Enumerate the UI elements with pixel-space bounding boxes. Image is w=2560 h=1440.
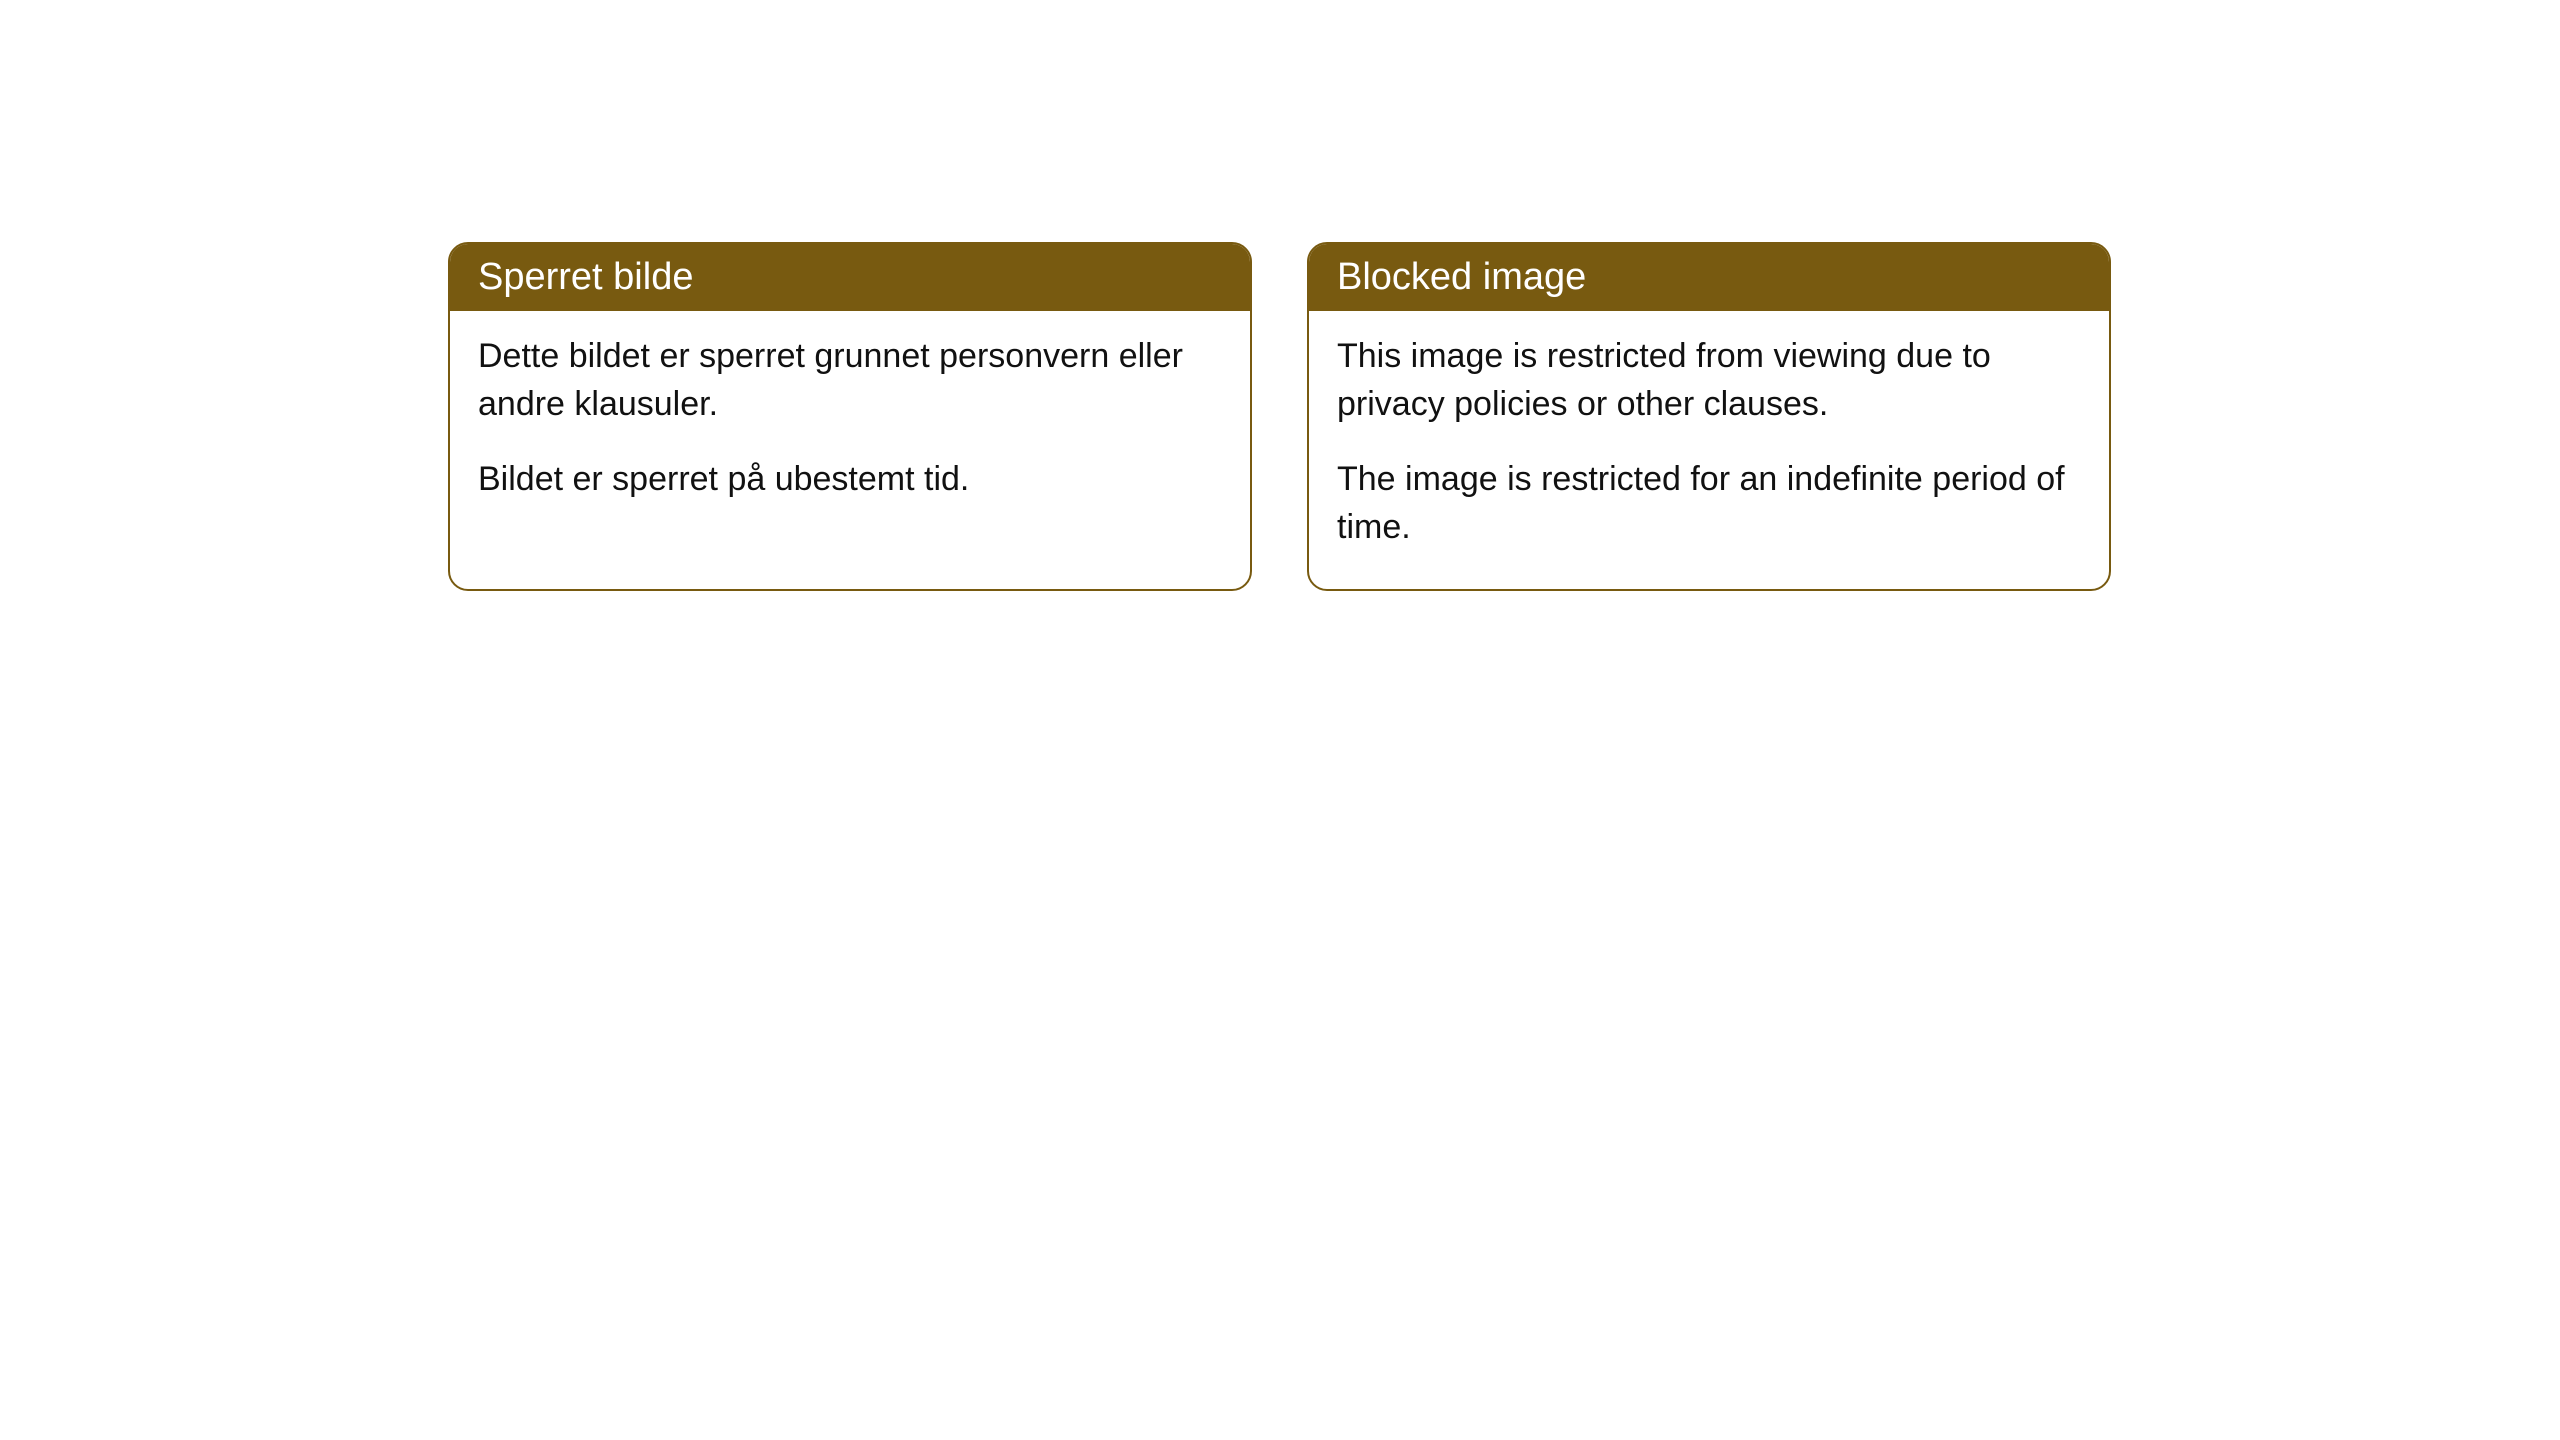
card-body-english: This image is restricted from viewing du… bbox=[1309, 311, 2109, 589]
card-paragraph-2-english: The image is restricted for an indefinit… bbox=[1337, 456, 2081, 551]
card-title-norwegian: Sperret bilde bbox=[478, 256, 693, 298]
card-title-english: Blocked image bbox=[1337, 256, 1586, 298]
blocked-image-card-english: Blocked image This image is restricted f… bbox=[1307, 242, 2111, 591]
card-paragraph-1-norwegian: Dette bildet er sperret grunnet personve… bbox=[478, 333, 1222, 428]
card-paragraph-2-norwegian: Bildet er sperret på ubestemt tid. bbox=[478, 456, 1222, 504]
card-header-english: Blocked image bbox=[1309, 244, 2109, 311]
notice-cards-container: Sperret bilde Dette bildet er sperret gr… bbox=[448, 242, 2111, 591]
card-body-norwegian: Dette bildet er sperret grunnet personve… bbox=[450, 311, 1250, 542]
card-header-norwegian: Sperret bilde bbox=[450, 244, 1250, 311]
blocked-image-card-norwegian: Sperret bilde Dette bildet er sperret gr… bbox=[448, 242, 1252, 591]
card-paragraph-1-english: This image is restricted from viewing du… bbox=[1337, 333, 2081, 428]
